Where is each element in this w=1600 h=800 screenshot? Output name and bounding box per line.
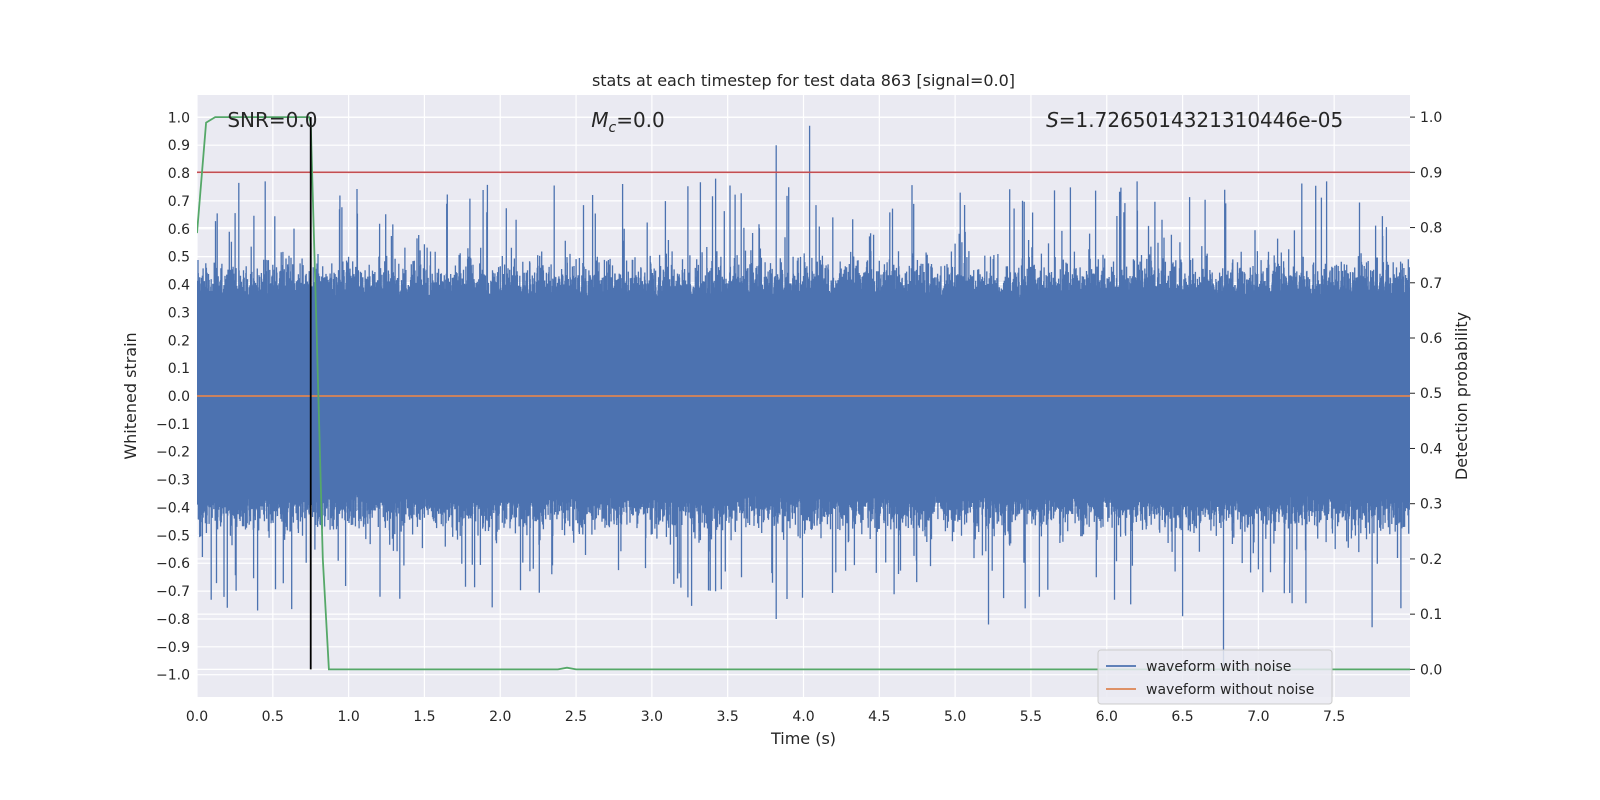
x-axis-label: Time (s) bbox=[770, 729, 836, 748]
y-tick-label: 0.9 bbox=[168, 138, 190, 154]
x-tick-label: 6.0 bbox=[1096, 709, 1118, 725]
plot-content bbox=[197, 116, 1410, 671]
legend-label-noise: waveform with noise bbox=[1146, 659, 1291, 675]
y-tick-label: 0.2 bbox=[168, 333, 190, 349]
y-tick-label: −0.2 bbox=[156, 445, 190, 461]
y-tick-label: 0.0 bbox=[168, 389, 190, 405]
x-tick-label: 1.0 bbox=[337, 709, 359, 725]
x-tick-label: 0.0 bbox=[186, 709, 208, 725]
x-tick-label: 1.5 bbox=[413, 709, 435, 725]
y-tick-label: 0.7 bbox=[168, 194, 190, 210]
y2-tick-label: 0.2 bbox=[1420, 552, 1442, 568]
y2-tick-label: 0.4 bbox=[1420, 441, 1442, 457]
y2-tick-label: 0.7 bbox=[1420, 276, 1442, 292]
legend-label-clean: waveform without noise bbox=[1146, 682, 1314, 698]
s-symbol: S bbox=[1046, 108, 1059, 132]
x-tick-label: 7.5 bbox=[1323, 709, 1345, 725]
x-axis-ticks: 0.0 0.5 1.0 1.5 2.0 2.5 3.0 3.5 4.0 4.5 5.0 5.5 6.0 6… bbox=[186, 709, 1345, 725]
x-tick-label: 6.5 bbox=[1171, 709, 1193, 725]
y-tick-label: 0.8 bbox=[168, 166, 190, 182]
legend-frame bbox=[1097, 649, 1333, 705]
y2-tick-label: 0.9 bbox=[1420, 165, 1442, 181]
snr-annotation: SNR=0.0 bbox=[227, 108, 317, 132]
y-tick-label: −1.0 bbox=[156, 668, 190, 684]
y2-axis-ticks: 0.0 0.1 0.2 0.3 0.4 0.5 0.6 0.7 0.8 0.9 1.0 bbox=[1410, 110, 1442, 678]
y2-tick-label: 0.6 bbox=[1420, 331, 1442, 347]
x-tick-label: 2.0 bbox=[489, 709, 511, 725]
s-value: =1.7265014321310446e-05 bbox=[1059, 108, 1343, 132]
mc-subscript: c bbox=[608, 120, 616, 136]
x-tick-label: 2.5 bbox=[565, 709, 587, 725]
y-tick-label: 0.6 bbox=[168, 222, 190, 238]
y-tick-label: −0.8 bbox=[156, 612, 190, 628]
s-annotation: S=1.7265014321310446e-05 bbox=[1046, 108, 1343, 132]
y-tick-label: −0.1 bbox=[156, 417, 190, 433]
x-tick-label: 3.0 bbox=[641, 709, 663, 725]
series-waveform-with-noise bbox=[197, 125, 1410, 667]
x-tick-label: 5.0 bbox=[944, 709, 966, 725]
y-tick-label: 0.1 bbox=[168, 361, 190, 377]
mc-symbol: M bbox=[591, 108, 608, 132]
y2-tick-label: 0.3 bbox=[1420, 497, 1442, 513]
y-tick-label: 0.4 bbox=[168, 278, 190, 294]
chirp-mass-annotation: Mc=0.0 bbox=[591, 108, 665, 136]
y2-tick-label: 0.0 bbox=[1420, 662, 1442, 678]
chart-title: stats at each timestep for test data 863… bbox=[592, 71, 1015, 90]
y-tick-label: −0.3 bbox=[156, 473, 190, 489]
y-axis-label: Whitened strain bbox=[121, 332, 140, 459]
x-tick-label: 5.5 bbox=[1020, 709, 1042, 725]
y2-tick-label: 0.8 bbox=[1420, 221, 1442, 237]
x-tick-label: 4.5 bbox=[868, 709, 890, 725]
x-tick-label: 4.0 bbox=[792, 709, 814, 725]
y-tick-label: −0.5 bbox=[156, 528, 190, 544]
y2-tick-label: 0.5 bbox=[1420, 386, 1442, 402]
y-axis-ticks: −1.0 −0.9 −0.8 −0.7 −0.6 −0.5 −0.4 −0.3 −0.2 −0.1… bbox=[156, 110, 190, 683]
y-tick-label: −0.7 bbox=[156, 584, 190, 600]
x-tick-label: 0.5 bbox=[262, 709, 284, 725]
y-tick-label: −0.4 bbox=[156, 500, 190, 516]
series-detection-probability bbox=[197, 116, 1410, 671]
y-tick-label: −0.6 bbox=[156, 556, 190, 572]
y2-tick-label: 0.1 bbox=[1420, 607, 1442, 623]
y2-axis-label: Detection probability bbox=[1452, 312, 1471, 480]
y-tick-label: 0.5 bbox=[168, 250, 190, 266]
mc-value: =0.0 bbox=[616, 108, 665, 132]
legend: waveform with noise waveform without noi… bbox=[1097, 649, 1333, 705]
x-tick-label: 3.5 bbox=[717, 709, 739, 725]
y2-tick-label: 1.0 bbox=[1420, 110, 1442, 126]
x-tick-label: 7.0 bbox=[1247, 709, 1269, 725]
y-tick-label: 0.3 bbox=[168, 305, 190, 321]
y-tick-label: −0.9 bbox=[156, 640, 190, 656]
y-tick-label: 1.0 bbox=[168, 110, 190, 126]
